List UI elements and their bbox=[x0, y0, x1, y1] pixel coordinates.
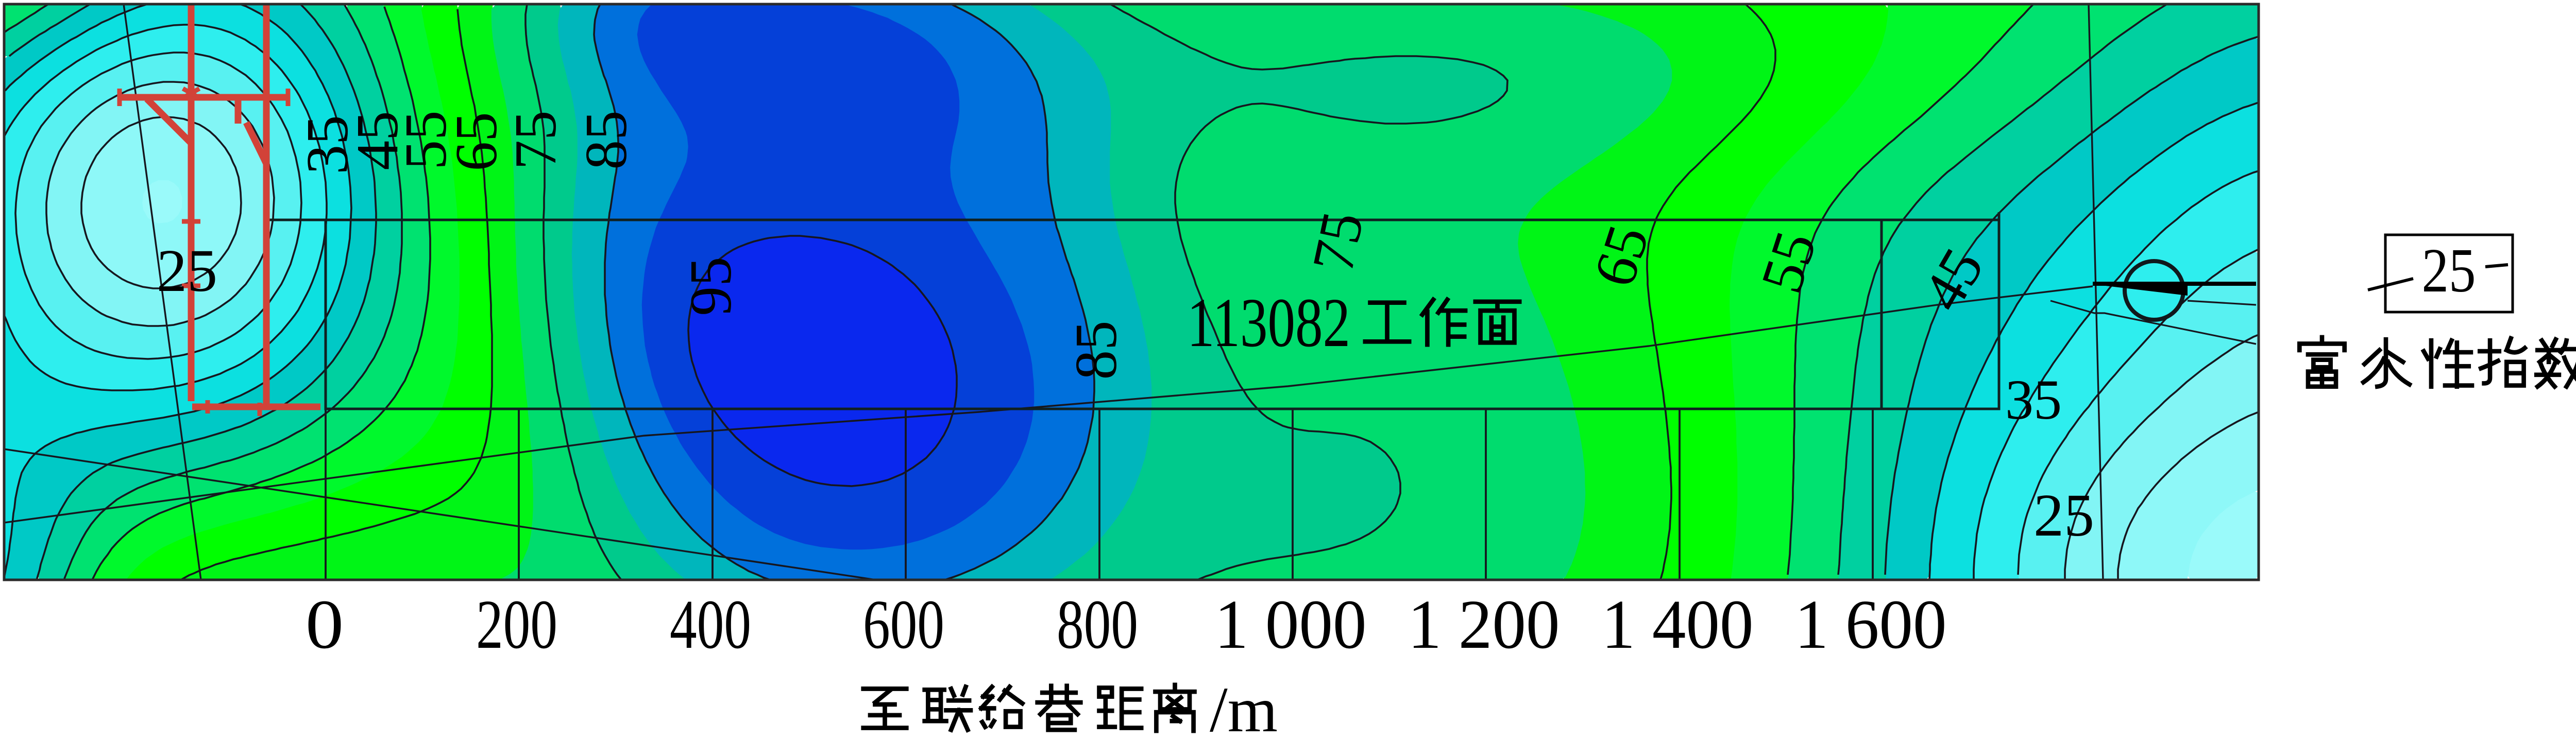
svg-text:800: 800 bbox=[1057, 586, 1138, 663]
svg-text:95: 95 bbox=[678, 257, 743, 316]
svg-text:1 200: 1 200 bbox=[1408, 586, 1560, 663]
svg-text:1 400: 1 400 bbox=[1602, 586, 1754, 663]
svg-text:45: 45 bbox=[345, 111, 410, 170]
svg-text:35: 35 bbox=[295, 115, 360, 175]
svg-text:600: 600 bbox=[863, 586, 944, 663]
svg-text:1 000: 1 000 bbox=[1215, 586, 1367, 663]
svg-text:25: 25 bbox=[2422, 236, 2476, 305]
svg-text:75: 75 bbox=[503, 111, 568, 170]
svg-text:200: 200 bbox=[476, 586, 557, 663]
svg-text:75: 75 bbox=[1299, 206, 1376, 278]
svg-text:85: 85 bbox=[1063, 321, 1129, 380]
svg-text:55: 55 bbox=[393, 111, 459, 170]
svg-text:/m: /m bbox=[1210, 675, 1278, 737]
svg-text:0: 0 bbox=[306, 586, 344, 663]
svg-text:65: 65 bbox=[444, 112, 509, 171]
svg-text:85: 85 bbox=[573, 111, 639, 170]
svg-text:113082: 113082 bbox=[1187, 284, 1350, 362]
svg-text:1 600: 1 600 bbox=[1795, 586, 1947, 663]
svg-text:400: 400 bbox=[670, 586, 751, 663]
svg-text:25: 25 bbox=[2033, 481, 2094, 549]
svg-text:25: 25 bbox=[157, 237, 217, 304]
svg-text:35: 35 bbox=[2005, 368, 2062, 431]
